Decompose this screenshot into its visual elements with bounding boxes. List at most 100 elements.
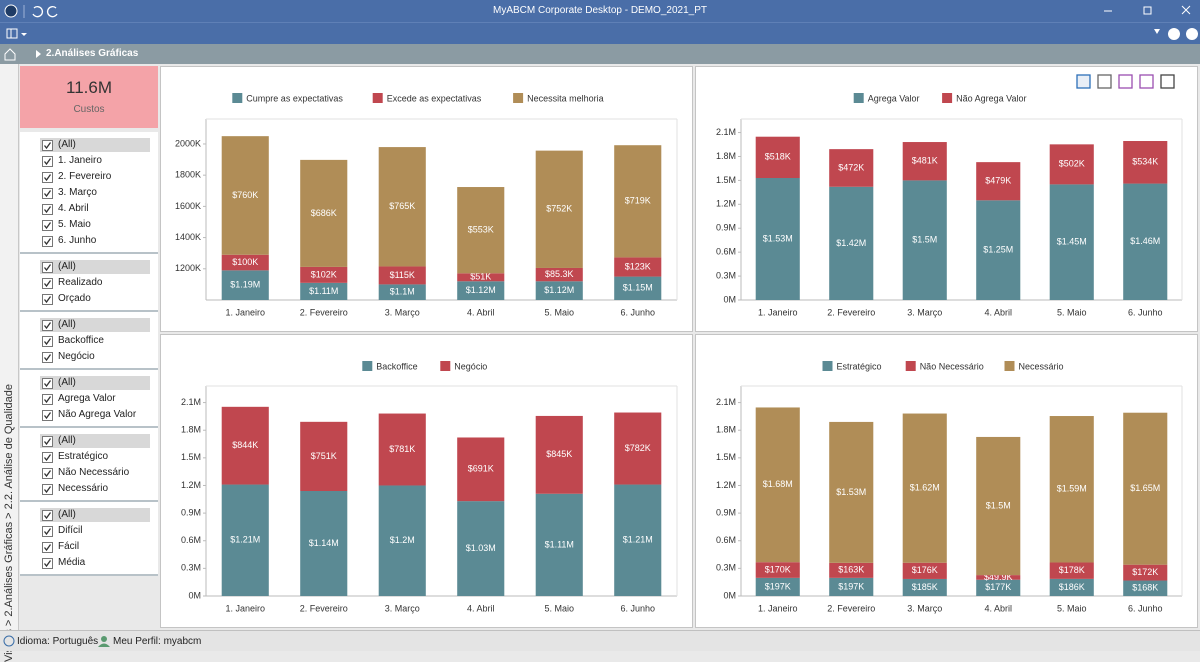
y-tick-label: 0M xyxy=(188,590,201,600)
checkbox[interactable] xyxy=(42,336,53,347)
filter-item[interactable]: Estratégico xyxy=(20,449,158,465)
bar-segment xyxy=(755,562,800,578)
toolbar-button[interactable] xyxy=(1139,74,1154,89)
value-label: $1.21M xyxy=(623,535,653,545)
filter-item[interactable]: 2. Fevereiro xyxy=(20,169,158,185)
checkbox[interactable] xyxy=(42,220,53,231)
filter-item[interactable]: Média xyxy=(20,555,158,571)
filter-item[interactable]: Não Agrega Valor xyxy=(20,407,158,423)
bar-segment xyxy=(535,493,583,596)
checkbox[interactable] xyxy=(42,320,53,331)
toolbar-button[interactable] xyxy=(1076,74,1091,89)
toolbar-button[interactable] xyxy=(1097,74,1112,89)
toolbar-icons[interactable] xyxy=(1150,26,1198,42)
checkbox[interactable] xyxy=(42,436,53,447)
checkbox[interactable] xyxy=(42,452,53,463)
check-mark xyxy=(43,222,52,230)
x-tick-label: 3. Março xyxy=(385,307,420,317)
filter-item[interactable]: 6. Junho xyxy=(20,233,158,249)
filter-item[interactable]: (All) xyxy=(20,259,158,275)
legend-label: Não Necessário xyxy=(920,361,984,371)
filter-item[interactable]: 4. Abril xyxy=(20,201,158,217)
filter-item[interactable]: Não Necessário xyxy=(20,465,158,481)
value-label: $691K xyxy=(468,464,494,474)
bar-segment xyxy=(976,200,1021,300)
checkbox[interactable] xyxy=(42,140,53,151)
filter-item[interactable]: Negócio xyxy=(20,349,158,365)
y-tick-label: 1.2M xyxy=(716,480,736,490)
filter-item[interactable]: (All) xyxy=(20,317,158,333)
x-tick-label: 6. Junho xyxy=(620,603,655,613)
filter-item[interactable]: Agrega Valor xyxy=(20,391,158,407)
toolbar-button[interactable] xyxy=(1118,74,1133,89)
home-icon[interactable] xyxy=(4,48,44,61)
value-label: $185K xyxy=(912,582,938,592)
bar-segment xyxy=(378,266,426,285)
checkbox[interactable] xyxy=(42,204,53,215)
bar-segment xyxy=(902,142,947,181)
check-path xyxy=(43,528,52,536)
filter-item[interactable]: (All) xyxy=(20,375,158,391)
bar-segment xyxy=(976,579,1021,596)
checkbox[interactable] xyxy=(42,278,53,289)
checkbox[interactable] xyxy=(42,510,53,521)
checkbox[interactable] xyxy=(42,526,53,537)
check-mark xyxy=(43,412,52,420)
filter-item[interactable]: 5. Maio xyxy=(20,217,158,233)
checkbox[interactable] xyxy=(42,172,53,183)
chart-panel: Agrega Valor Não Agrega Valor 0M 0.3M 0.6M 0.… xyxy=(695,66,1198,332)
filter-item[interactable]: Realizado xyxy=(20,275,158,291)
chart-toolbar[interactable] xyxy=(1076,74,1175,89)
value-label: $197K xyxy=(765,581,791,591)
filter-item[interactable]: Backoffice xyxy=(20,333,158,349)
x-tick-label: 4. Abril xyxy=(467,307,495,317)
kpi-card: 11.6M Custos xyxy=(20,66,158,128)
filter-item[interactable]: (All) xyxy=(20,507,158,523)
filter-item[interactable]: (All) xyxy=(20,433,158,449)
checkbox[interactable] xyxy=(42,294,53,305)
check-path xyxy=(43,412,52,420)
layout-menu[interactable] xyxy=(6,27,30,41)
filter-item[interactable]: Fácil xyxy=(20,539,158,555)
filter-item[interactable]: 3. Março xyxy=(20,185,158,201)
filter-item[interactable]: 1. Janeiro xyxy=(20,153,158,169)
checkbox[interactable] xyxy=(42,484,53,495)
toolbar-button[interactable] xyxy=(1160,74,1175,89)
filter-item[interactable]: Orçado xyxy=(20,291,158,307)
y-tick-label: 1200K xyxy=(175,263,201,273)
checkbox[interactable] xyxy=(42,558,53,569)
checkbox[interactable] xyxy=(42,542,53,553)
filter-label: Fácil xyxy=(58,541,80,552)
checkbox[interactable] xyxy=(42,236,53,247)
checkbox[interactable] xyxy=(42,410,53,421)
value-label: $534K xyxy=(1132,157,1158,167)
x-tick-label: 2. Fevereiro xyxy=(300,603,348,613)
filter-item[interactable]: Difícil xyxy=(20,523,158,539)
checkbox[interactable] xyxy=(42,468,53,479)
filter-item[interactable]: (All) xyxy=(20,137,158,153)
legend-swatch xyxy=(905,361,916,371)
checkbox[interactable] xyxy=(42,188,53,199)
window-controls[interactable] xyxy=(1100,4,1196,18)
legend-label: Agrega Valor xyxy=(868,93,920,103)
filter-label: Agrega Valor xyxy=(58,393,116,404)
checkbox[interactable] xyxy=(42,394,53,405)
breadcrumb-bar: 2.Análises Gráficas xyxy=(0,44,1200,64)
y-tick-label: 1400K xyxy=(175,232,201,242)
value-label: $1.11M xyxy=(309,286,338,296)
checkbox[interactable] xyxy=(42,262,53,273)
y-tick-label: 1.2M xyxy=(181,480,201,490)
legend-label: Necessita melhoria xyxy=(527,93,604,103)
language[interactable]: Idioma: Português xyxy=(17,636,99,647)
x-tick-label: 2. Fevereiro xyxy=(827,603,875,613)
checkbox[interactable] xyxy=(42,156,53,167)
x-tick-label: 4. Abril xyxy=(467,603,495,613)
checkbox[interactable] xyxy=(42,352,53,363)
profile[interactable]: Meu Perfil: myabcm xyxy=(113,636,202,647)
filter-item[interactable]: Necessário xyxy=(20,481,158,497)
bar-segment xyxy=(829,149,874,187)
value-label: $479K xyxy=(985,176,1011,186)
bar-segment xyxy=(378,284,426,300)
checkbox[interactable] xyxy=(42,378,53,389)
chart: Backoffice Negócio 0M 0.3M 0.6M 0.9M 1.2M 1.5M 1… xyxy=(181,361,678,613)
